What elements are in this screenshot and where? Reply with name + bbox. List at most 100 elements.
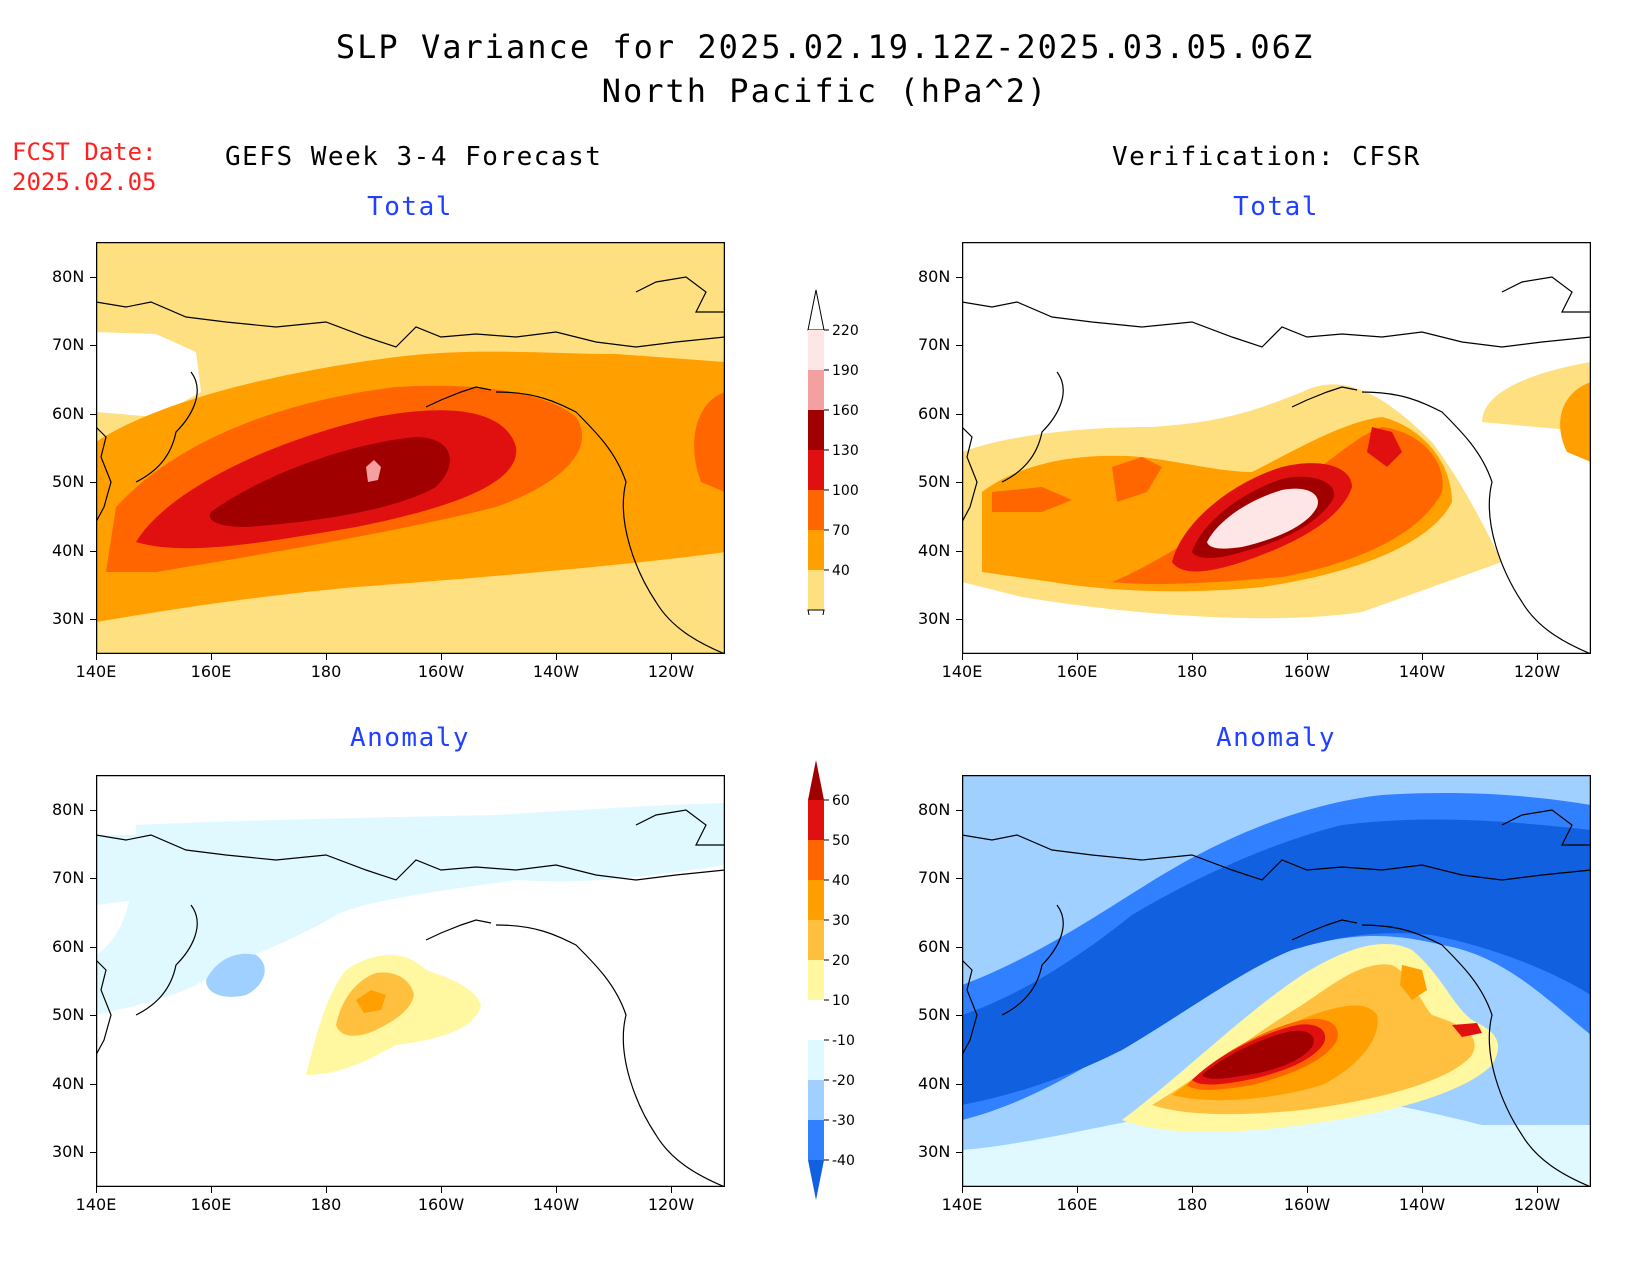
panel-title-forecast-anomaly: Anomaly	[349, 723, 471, 753]
lon-tick-mark	[1422, 1187, 1423, 1193]
lon-tick-mark	[326, 1187, 327, 1193]
lon-tick-label: 140E	[941, 662, 983, 681]
colorbar-anomaly-top-arrow	[808, 760, 824, 800]
lat-tick-mark	[90, 1015, 96, 1016]
colorbar-total-top-arrow	[807, 289, 825, 331]
lat-tick-mark	[90, 277, 96, 278]
lat-tick-mark	[90, 1084, 96, 1085]
lat-tick-label: 40N	[52, 1074, 85, 1093]
lon-tick-label: 160W	[1283, 662, 1331, 681]
panel-title-verif-anomaly: Anomaly	[1215, 723, 1337, 753]
colorbar-anomaly-label: 40	[832, 873, 850, 889]
colorbar-anomaly-label: 50	[832, 833, 850, 849]
lon-tick-mark	[1077, 654, 1078, 660]
colorbar-total-swatch	[808, 530, 824, 570]
lon-tick-mark	[326, 654, 327, 660]
lon-tick-mark	[211, 654, 212, 660]
lat-tick-mark	[90, 414, 96, 415]
lat-tick-mark	[956, 947, 962, 948]
map-verif-total	[962, 242, 1591, 654]
lon-tick-mark	[1537, 654, 1538, 660]
colorbar-anomaly-swatch	[808, 840, 824, 880]
lon-tick-mark	[556, 1187, 557, 1193]
lat-tick-mark	[956, 1152, 962, 1153]
colorbar-total-swatch	[808, 450, 824, 490]
lat-tick-label: 60N	[918, 404, 951, 423]
lat-tick-label: 50N	[52, 472, 85, 491]
lon-tick-label: 120W	[1513, 662, 1561, 681]
lat-tick-label: 50N	[918, 472, 951, 491]
lat-tick-label: 60N	[52, 937, 85, 956]
lon-tick-label: 160W	[417, 662, 465, 681]
lon-tick-label: 160E	[190, 1195, 232, 1214]
colorbar-total-label: 40	[832, 563, 850, 579]
colorbar-total: 220 190 160 130 100 70 40	[807, 289, 859, 615]
lon-tick-label: 140W	[1398, 1195, 1446, 1214]
colorbar-anomaly-swatch	[808, 1040, 824, 1080]
lon-tick-label: 140E	[75, 662, 117, 681]
colorbar-anomaly-label: -20	[832, 1073, 855, 1089]
lat-tick-mark	[956, 619, 962, 620]
colorbar-total-label: 190	[832, 363, 859, 379]
lat-tick-mark	[90, 619, 96, 620]
fcst-date-label: FCST Date:	[12, 138, 157, 166]
colorbar-anomaly-swatch	[808, 1080, 824, 1120]
left-column-title: GEFS Week 3-4 Forecast	[225, 142, 603, 172]
panel-title-forecast-total: Total	[367, 192, 453, 222]
colorbar-total-swatch	[808, 490, 824, 530]
lon-tick-label: 140E	[75, 1195, 117, 1214]
lat-tick-mark	[956, 878, 962, 879]
lon-tick-mark	[211, 1187, 212, 1193]
lon-tick-mark	[1077, 1187, 1078, 1193]
lat-tick-label: 30N	[918, 609, 951, 628]
lat-tick-label: 70N	[52, 868, 85, 887]
lon-tick-mark	[556, 654, 557, 660]
colorbar-anomaly-label: -30	[832, 1113, 855, 1129]
lon-tick-label: 180	[1176, 662, 1208, 681]
colorbar-total-bottom-arrow	[807, 609, 825, 615]
lat-tick-mark	[956, 1084, 962, 1085]
lat-tick-mark	[956, 551, 962, 552]
lat-tick-label: 80N	[52, 800, 85, 819]
lat-tick-label: 50N	[918, 1005, 951, 1024]
lon-tick-mark	[441, 654, 442, 660]
lat-tick-label: 40N	[918, 541, 951, 560]
colorbar-anomaly-swatch	[808, 800, 824, 840]
colorbar-total-swatch	[808, 410, 824, 450]
lon-tick-label: 160E	[1056, 662, 1098, 681]
lon-tick-mark	[441, 1187, 442, 1193]
panel-title-verif-total: Total	[1233, 192, 1319, 222]
lat-tick-mark	[956, 414, 962, 415]
lat-tick-mark	[956, 345, 962, 346]
lat-tick-label: 30N	[52, 1142, 85, 1161]
lon-tick-label: 120W	[647, 1195, 695, 1214]
lon-tick-mark	[1307, 1187, 1308, 1193]
main-subtitle: North Pacific (hPa^2)	[601, 72, 1049, 110]
colorbar-total-swatch	[808, 570, 824, 610]
lat-tick-label: 60N	[918, 937, 951, 956]
lat-tick-mark	[90, 551, 96, 552]
lat-tick-label: 60N	[52, 404, 85, 423]
colorbar-anomaly-label: 20	[832, 953, 850, 969]
colorbar-total-swatch	[808, 330, 824, 370]
colorbar-total-label: 160	[832, 403, 859, 419]
lat-tick-label: 40N	[918, 1074, 951, 1093]
colorbar-anomaly-label: 30	[832, 913, 850, 929]
colorbar-anomaly-swatch	[808, 1120, 824, 1160]
map-verif-anomaly	[962, 775, 1591, 1187]
lon-tick-label: 120W	[647, 662, 695, 681]
lat-tick-label: 30N	[918, 1142, 951, 1161]
lon-tick-mark	[671, 654, 672, 660]
lat-tick-mark	[90, 1152, 96, 1153]
lon-tick-mark	[1537, 1187, 1538, 1193]
lat-tick-mark	[90, 482, 96, 483]
colorbar-anomaly-bottom-arrow	[808, 1160, 824, 1200]
lon-tick-label: 160E	[1056, 1195, 1098, 1214]
colorbar-anomaly-label: -10	[832, 1033, 855, 1049]
colorbar-anomaly-swatch	[808, 960, 824, 1000]
map-forecast-anomaly	[96, 775, 725, 1187]
lat-tick-mark	[956, 810, 962, 811]
colorbar-anomaly-swatch	[808, 880, 824, 920]
lon-tick-label: 140W	[532, 662, 580, 681]
lon-tick-label: 140E	[941, 1195, 983, 1214]
